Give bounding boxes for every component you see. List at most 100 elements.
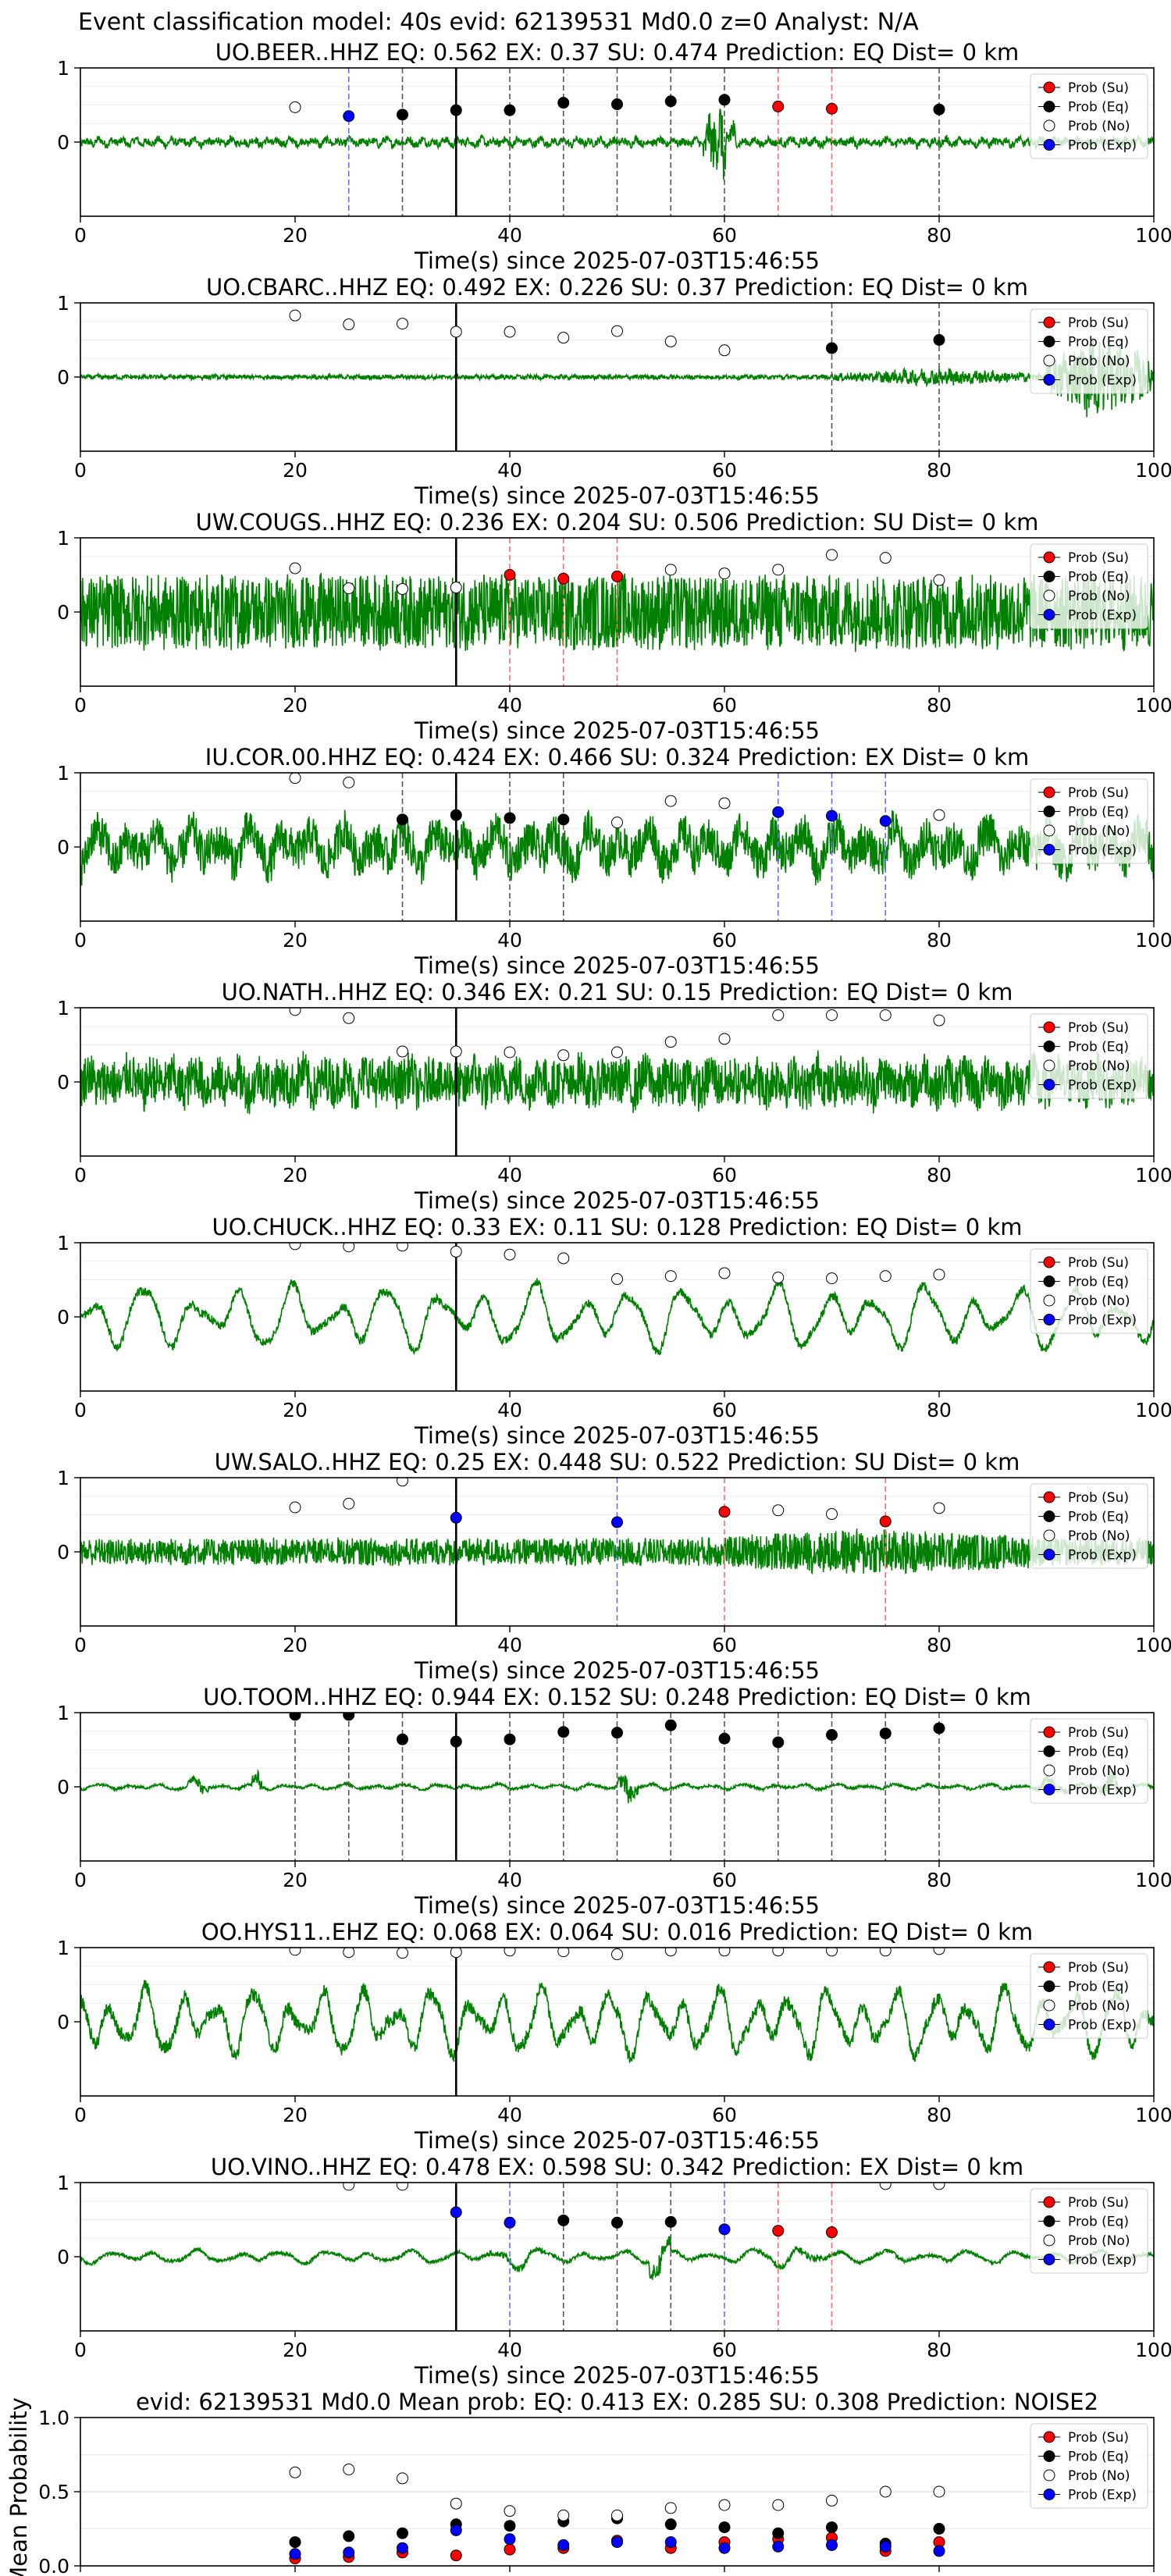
point-exp bbox=[504, 2533, 516, 2546]
x-tick-label: 20 bbox=[283, 224, 308, 247]
point-no bbox=[343, 1012, 355, 1024]
x-tick-label: 40 bbox=[497, 224, 522, 247]
y-tick-label: 1 bbox=[57, 1467, 69, 1489]
x-tick-label: 40 bbox=[497, 2339, 522, 2361]
legend-label: Prob (No) bbox=[1068, 354, 1130, 369]
y-tick-label: 1 bbox=[57, 2172, 69, 2194]
legend-box bbox=[1030, 1718, 1148, 1804]
legend-label: Prob (Su) bbox=[1068, 785, 1129, 801]
point-no bbox=[933, 2485, 945, 2498]
point-no bbox=[289, 1008, 301, 1016]
point-no bbox=[289, 1948, 301, 1956]
point-no bbox=[611, 325, 623, 337]
legend-box bbox=[1030, 1248, 1148, 1334]
waveform-trace bbox=[80, 109, 1154, 180]
legend-label: Prob (Exp) bbox=[1068, 1078, 1137, 1094]
x-tick-label: 80 bbox=[927, 1634, 952, 1656]
legend-label: Prob (Su) bbox=[1068, 550, 1129, 566]
point-no bbox=[397, 318, 408, 330]
point-su bbox=[826, 2226, 838, 2239]
x-axis-label: Time(s) since 2025-07-03T15:46:55 bbox=[414, 1187, 820, 1214]
legend-marker-exp bbox=[1043, 609, 1055, 621]
point-eq bbox=[611, 98, 623, 111]
legend-label: Prob (Su) bbox=[1068, 315, 1129, 331]
legend-marker-su bbox=[1043, 2196, 1055, 2208]
y-axis-label: Mean Probability bbox=[5, 2397, 32, 2576]
legend-label: Prob (Exp) bbox=[1068, 1548, 1137, 1564]
point-no bbox=[879, 552, 892, 564]
x-tick-label: 100 bbox=[1135, 1634, 1171, 1656]
point-no bbox=[504, 1046, 516, 1059]
point-exp bbox=[772, 806, 785, 818]
x-axis-label: Time(s) since 2025-07-03T15:46:55 bbox=[414, 2127, 820, 2154]
point-no bbox=[343, 582, 355, 595]
x-tick-label: 20 bbox=[283, 694, 308, 717]
point-exp bbox=[879, 2540, 892, 2553]
point-su bbox=[772, 2225, 785, 2237]
x-tick-label: 0 bbox=[74, 2574, 87, 2576]
point-no bbox=[611, 1948, 623, 1961]
point-eq bbox=[933, 1722, 945, 1735]
x-tick-label: 40 bbox=[497, 1164, 522, 1187]
plot-area bbox=[80, 2418, 1154, 2566]
point-no bbox=[933, 809, 945, 821]
point-no bbox=[826, 1508, 838, 1521]
x-axis-label: Time(s) since 2025-07-03T15:46:55 bbox=[414, 247, 820, 274]
y-tick-label: 0 bbox=[57, 2246, 69, 2268]
point-no bbox=[397, 2183, 408, 2191]
point-eq bbox=[933, 334, 945, 346]
legend-marker-no bbox=[1043, 824, 1055, 837]
legend-marker-no bbox=[1043, 119, 1055, 132]
legend-label: Prob (Su) bbox=[1068, 1960, 1129, 1976]
panel-title: UO.NATH..HHZ EQ: 0.346 EX: 0.21 SU: 0.15… bbox=[222, 979, 1013, 1005]
x-tick-label: 80 bbox=[927, 929, 952, 952]
legend-label: Prob (No) bbox=[1068, 1528, 1130, 1544]
x-tick-label: 80 bbox=[927, 1869, 952, 1891]
point-no bbox=[772, 1504, 785, 1517]
legend-label: Prob (No) bbox=[1068, 119, 1130, 134]
point-no bbox=[933, 574, 945, 586]
legend-marker-exp bbox=[1043, 1079, 1055, 1091]
x-tick-label: 0 bbox=[74, 459, 87, 482]
legend-label: Prob (Exp) bbox=[1068, 373, 1137, 389]
x-tick-label: 40 bbox=[497, 694, 522, 717]
point-exp bbox=[611, 2536, 623, 2549]
x-tick-label: 100 bbox=[1135, 929, 1171, 952]
legend-label: Prob (Eq) bbox=[1068, 1980, 1129, 1995]
panel-title: UO.TOOM..HHZ EQ: 0.944 EX: 0.152 SU: 0.2… bbox=[203, 1684, 1031, 1710]
legend: Prob (Su) Prob (Eq) Prob (No) Prob (Exp) bbox=[1030, 778, 1148, 864]
point-no bbox=[718, 797, 731, 809]
legend: Prob (Su) Prob (Eq) Prob (No) Prob (Exp) bbox=[1030, 1013, 1148, 1099]
legend: Prob (Su) Prob (Eq) Prob (No) Prob (Exp) bbox=[1030, 2188, 1148, 2274]
point-no bbox=[933, 2183, 945, 2190]
x-tick-label: 80 bbox=[927, 2104, 952, 2126]
legend-box bbox=[1030, 543, 1148, 629]
waveform-trace bbox=[80, 1050, 1154, 1115]
x-tick-label: 80 bbox=[927, 224, 952, 247]
legend-label: Prob (No) bbox=[1068, 2468, 1130, 2484]
legend-label: Prob (Eq) bbox=[1068, 335, 1129, 350]
panel-4: IU.COR.00.HHZ EQ: 0.424 EX: 0.466 SU: 0.… bbox=[57, 744, 1171, 979]
legend-label: Prob (No) bbox=[1068, 1763, 1130, 1779]
point-su bbox=[450, 2549, 462, 2562]
waveform-trace bbox=[80, 338, 1154, 418]
point-no bbox=[343, 2464, 355, 2475]
legend: Prob (Su) Prob (Eq) Prob (No) Prob (Exp) bbox=[1030, 1248, 1148, 1334]
panel-10: UO.VINO..HHZ EQ: 0.478 EX: 0.598 SU: 0.3… bbox=[57, 2154, 1171, 2389]
x-tick-label: 40 bbox=[497, 459, 522, 482]
legend-label: Prob (Eq) bbox=[1068, 805, 1129, 820]
point-no bbox=[933, 1268, 945, 1281]
legend-marker-eq bbox=[1043, 2215, 1055, 2227]
point-exp bbox=[450, 2524, 462, 2536]
legend-label: Prob (Exp) bbox=[1068, 138, 1137, 154]
point-no bbox=[664, 2502, 677, 2514]
legend-box bbox=[1030, 2423, 1148, 2509]
panel-6: UO.CHUCK..HHZ EQ: 0.33 EX: 0.11 SU: 0.12… bbox=[57, 1214, 1171, 1449]
legend-marker-exp bbox=[1043, 1784, 1055, 1795]
legend-marker-no bbox=[1043, 1764, 1055, 1777]
legend-label: Prob (Exp) bbox=[1068, 2018, 1137, 2033]
y-tick-label: 1 bbox=[57, 762, 69, 785]
point-eq bbox=[611, 1727, 623, 1739]
point-eq bbox=[557, 1726, 570, 1738]
point-no bbox=[664, 795, 677, 807]
